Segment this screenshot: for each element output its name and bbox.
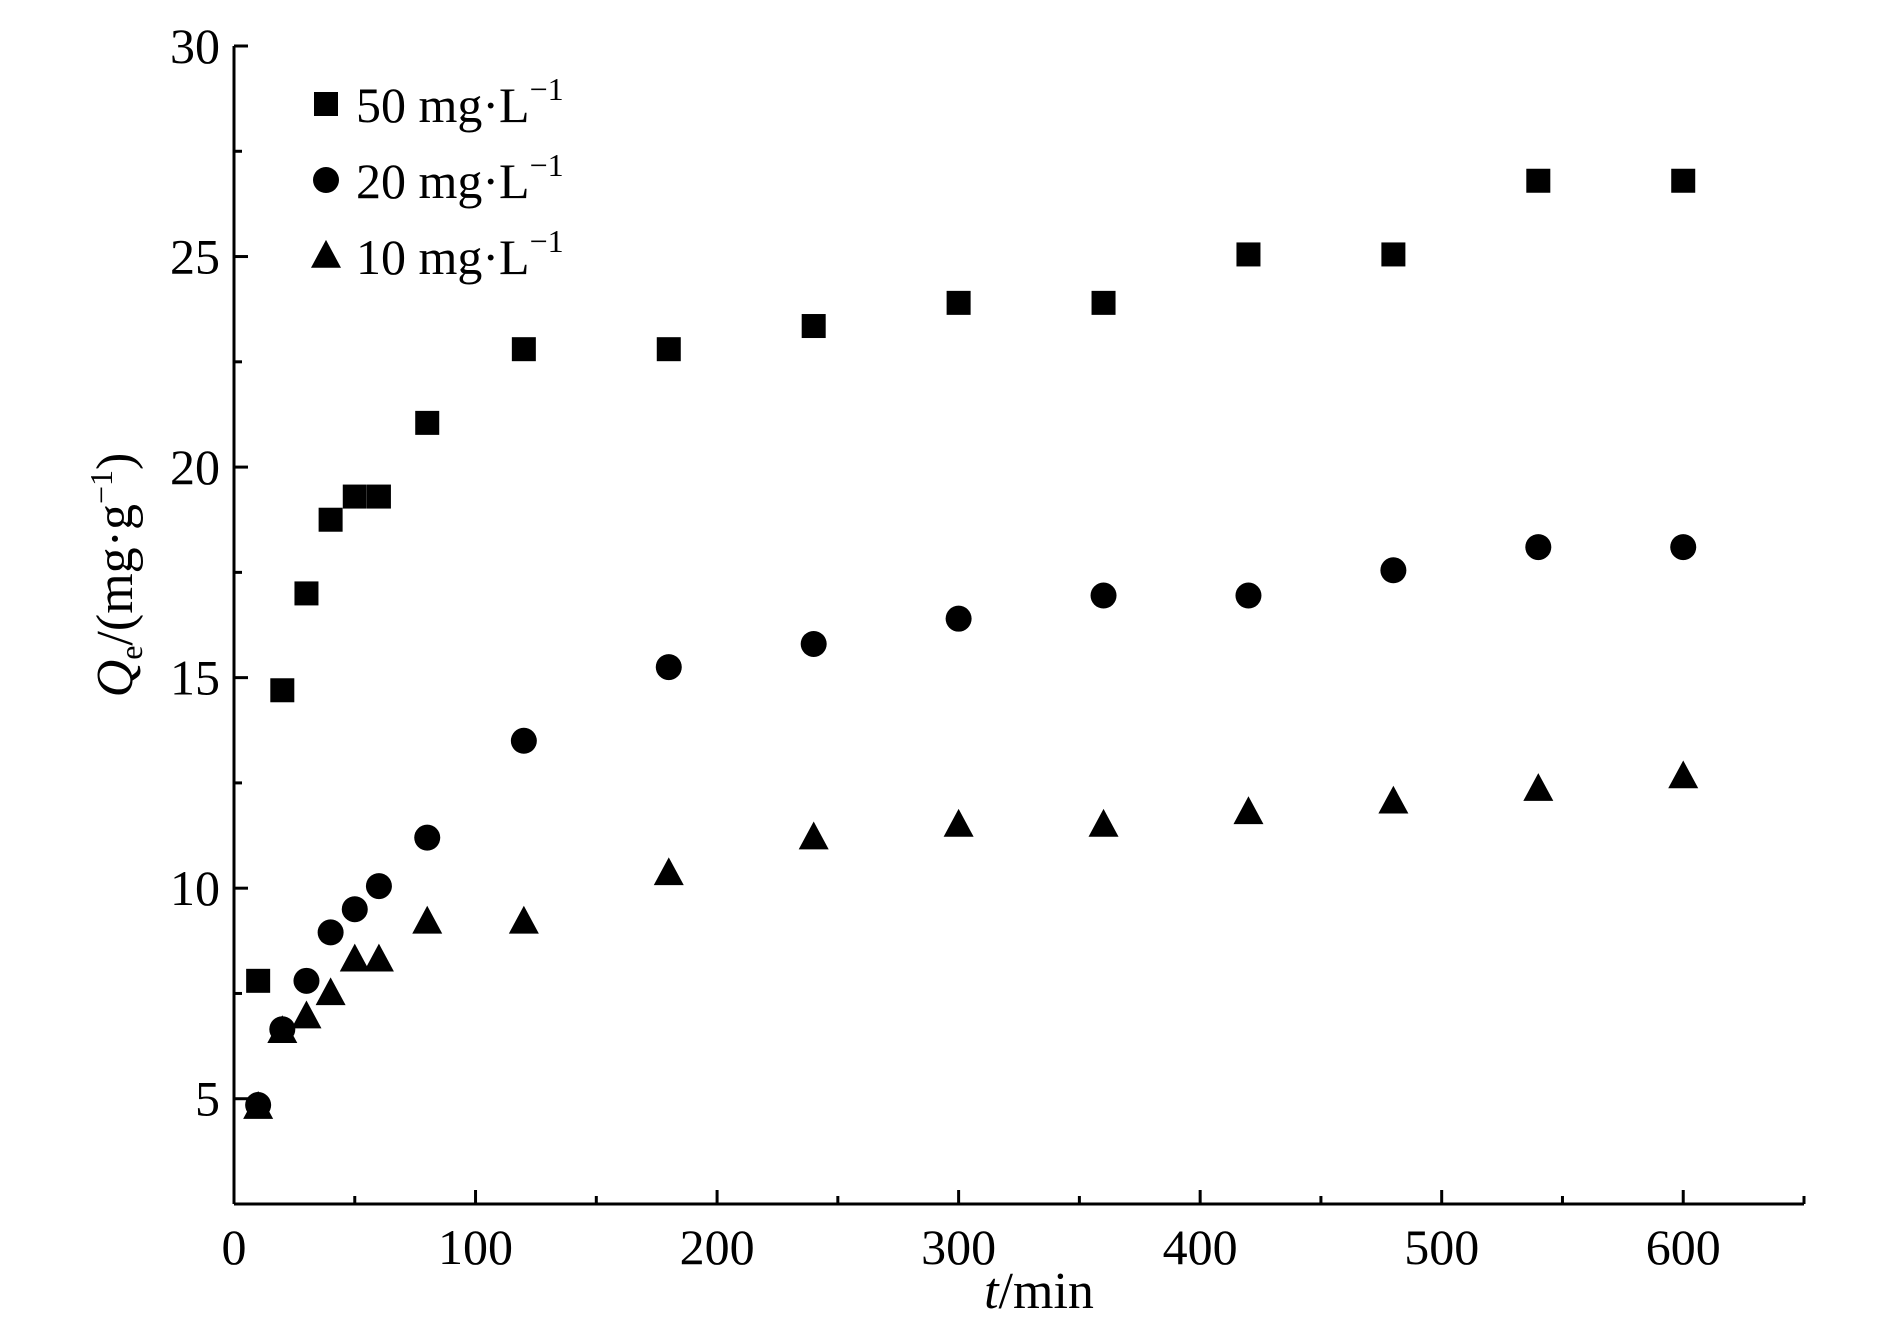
triangle-point — [943, 808, 974, 837]
square-point — [1381, 242, 1406, 267]
y-axis-title: Qe/(mg·g−1) — [83, 453, 149, 698]
x-axis-title-unit: /min — [999, 1263, 1094, 1320]
legend-label: 20 mg·L−1 — [356, 147, 564, 209]
triangle-point — [315, 977, 346, 1006]
square-point — [342, 484, 367, 509]
triangle-point — [508, 905, 539, 934]
y-tick-label: 5 — [195, 1071, 220, 1127]
x-axis-title: t/min — [984, 1263, 1094, 1320]
circle-point — [365, 873, 392, 900]
data-markers — [243, 168, 1699, 1119]
y-tick-label: 20 — [170, 439, 220, 495]
legend-label-superscript: −1 — [530, 223, 564, 259]
x-tick-label: 300 — [921, 1219, 996, 1275]
triangle-point — [243, 1091, 274, 1119]
square-point — [294, 581, 319, 606]
circle-point — [1235, 582, 1262, 609]
x-axis-title-var: t — [984, 1263, 1000, 1320]
x-tick-label: 200 — [680, 1219, 755, 1275]
circle-point — [1090, 582, 1117, 609]
y-axis-title-unit: /(mg·g — [87, 504, 144, 646]
circle-point — [1670, 534, 1697, 561]
circle-point — [414, 824, 441, 851]
circle-point — [510, 727, 537, 754]
square-point — [946, 290, 971, 315]
legend-label-superscript: −1 — [530, 147, 564, 183]
triangle-point — [291, 1000, 322, 1029]
triangle-point — [653, 857, 684, 886]
circle-point — [293, 967, 320, 994]
triangle-point — [267, 1015, 298, 1044]
y-axis-title-superscript: −1 — [83, 470, 119, 504]
legend: 50 mg·L−120 mg·L−110 mg·L−1 — [311, 71, 564, 285]
triangle-point — [339, 943, 370, 972]
square-point — [801, 314, 826, 339]
triangle-point — [1088, 808, 1119, 837]
series-triangle — [243, 760, 1699, 1119]
legend-label-text: 10 mg·L — [356, 229, 530, 285]
series-square — [246, 168, 1696, 993]
square-point — [270, 678, 295, 703]
y-tick-label: 15 — [170, 650, 220, 706]
square-point — [246, 968, 271, 993]
y-axis-title-close: ) — [87, 453, 144, 470]
circle-point — [1380, 557, 1407, 584]
circle-point — [341, 896, 368, 923]
triangle-point — [1378, 785, 1409, 814]
legend-label-text: 20 mg·L — [356, 153, 530, 209]
x-tick-label: 500 — [1404, 1219, 1479, 1275]
circle-point — [800, 630, 827, 657]
circle-point — [945, 605, 972, 632]
y-tick-label: 25 — [170, 229, 220, 285]
y-axis-title-subscript: e — [113, 646, 149, 660]
y-tick-label: 30 — [170, 18, 220, 74]
square-point — [511, 337, 536, 362]
square-point — [1091, 290, 1116, 315]
series-circle — [245, 534, 1697, 1119]
triangle-point — [1523, 773, 1554, 801]
legend-circle-marker — [313, 167, 339, 193]
x-tick-label: 400 — [1163, 1219, 1238, 1275]
square-point — [318, 507, 343, 532]
circle-point — [655, 654, 682, 681]
triangle-point — [412, 905, 443, 934]
square-point — [656, 337, 681, 362]
square-point — [415, 410, 440, 435]
legend-label: 10 mg·L−1 — [356, 223, 564, 285]
legend-label-text: 50 mg·L — [356, 77, 530, 133]
square-point — [1526, 168, 1551, 193]
x-tick-label: 0 — [222, 1219, 247, 1275]
x-tick-label: 100 — [438, 1219, 513, 1275]
triangle-point — [1668, 760, 1699, 789]
legend-triangle-marker — [311, 239, 341, 268]
triangle-point — [1233, 796, 1264, 825]
axes: 0 100 200 300 400 500 600 5 10 15 20 25 30 t/min Qe/(m… — [83, 18, 1806, 1320]
triangle-point — [363, 943, 394, 972]
square-point — [1671, 168, 1696, 193]
legend-label: 50 mg·L−1 — [356, 71, 564, 133]
legend-label-superscript: −1 — [530, 71, 564, 107]
square-point — [1236, 242, 1261, 267]
circle-point — [1525, 534, 1552, 561]
square-point — [366, 484, 391, 509]
triangle-point — [798, 821, 829, 850]
x-tick-label: 600 — [1646, 1219, 1721, 1275]
y-tick-label: 10 — [170, 860, 220, 916]
legend-square-marker — [314, 92, 338, 116]
circle-point — [317, 919, 344, 946]
y-axis-title-var: Q — [87, 660, 144, 698]
